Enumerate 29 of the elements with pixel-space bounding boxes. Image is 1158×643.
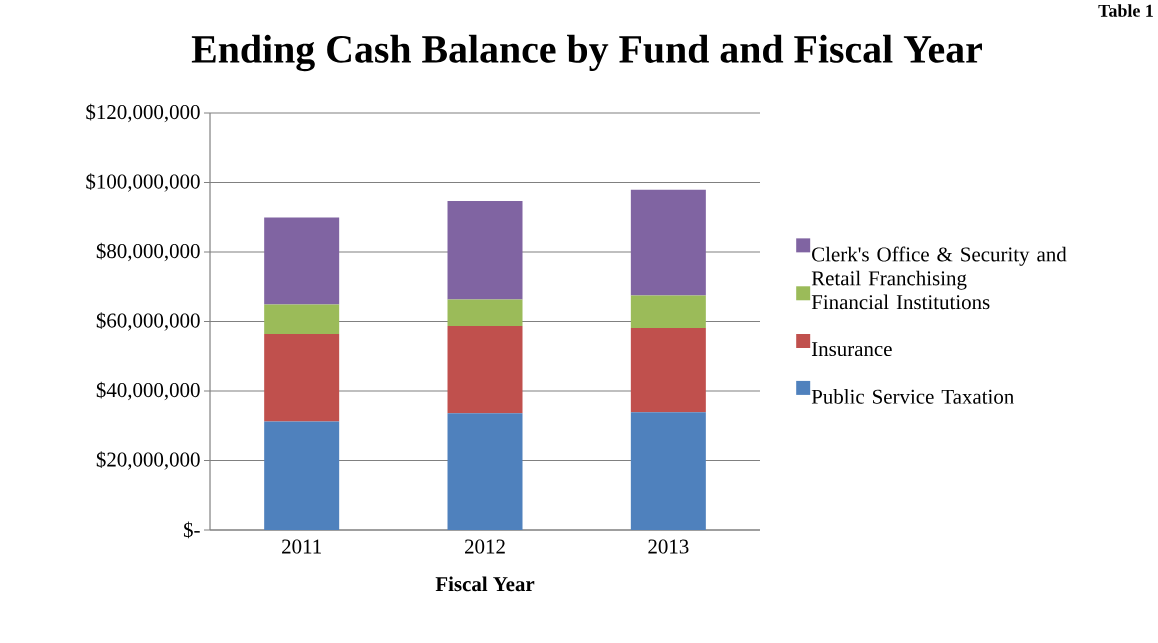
bar <box>264 217 340 305</box>
x-tick-label: 2013 <box>648 539 689 554</box>
y-tick-label: $60,000,000 <box>96 312 200 331</box>
bar <box>447 326 523 414</box>
bar <box>447 200 523 300</box>
legend-label: Insurance <box>811 342 892 357</box>
bar <box>264 421 340 530</box>
x-tick-label: 2011 <box>282 539 321 554</box>
caption: Table 1 <box>1098 4 1153 17</box>
legend-label: Public Service Taxation <box>811 389 1014 404</box>
bar <box>630 295 706 329</box>
x-axis-title: Fiscal Year <box>435 576 535 592</box>
y-tick-label: $80,000,000 <box>96 242 200 262</box>
bar <box>264 304 340 334</box>
bar <box>630 412 706 530</box>
y-tick-label: $20,000,000 <box>96 451 200 470</box>
bar <box>447 413 523 530</box>
x-tick-label: 2012 <box>465 539 505 554</box>
y-tick-label: $40,000,000 <box>96 381 200 401</box>
y-tick-label: $- <box>183 521 200 539</box>
chart-title: Ending Cash Balance by Fund and Fiscal Year <box>191 34 982 72</box>
bar <box>630 328 706 413</box>
bar <box>447 299 523 326</box>
legend-label: Clerk's Office & Security and Retail Franchising <box>811 246 1067 290</box>
bar <box>630 189 706 296</box>
legend-label: Financial Institutions <box>811 294 990 310</box>
y-tick-label: $100,000,000 <box>86 173 200 192</box>
bar <box>264 333 340 422</box>
y-tick-label: $120,000,000 <box>86 103 200 123</box>
